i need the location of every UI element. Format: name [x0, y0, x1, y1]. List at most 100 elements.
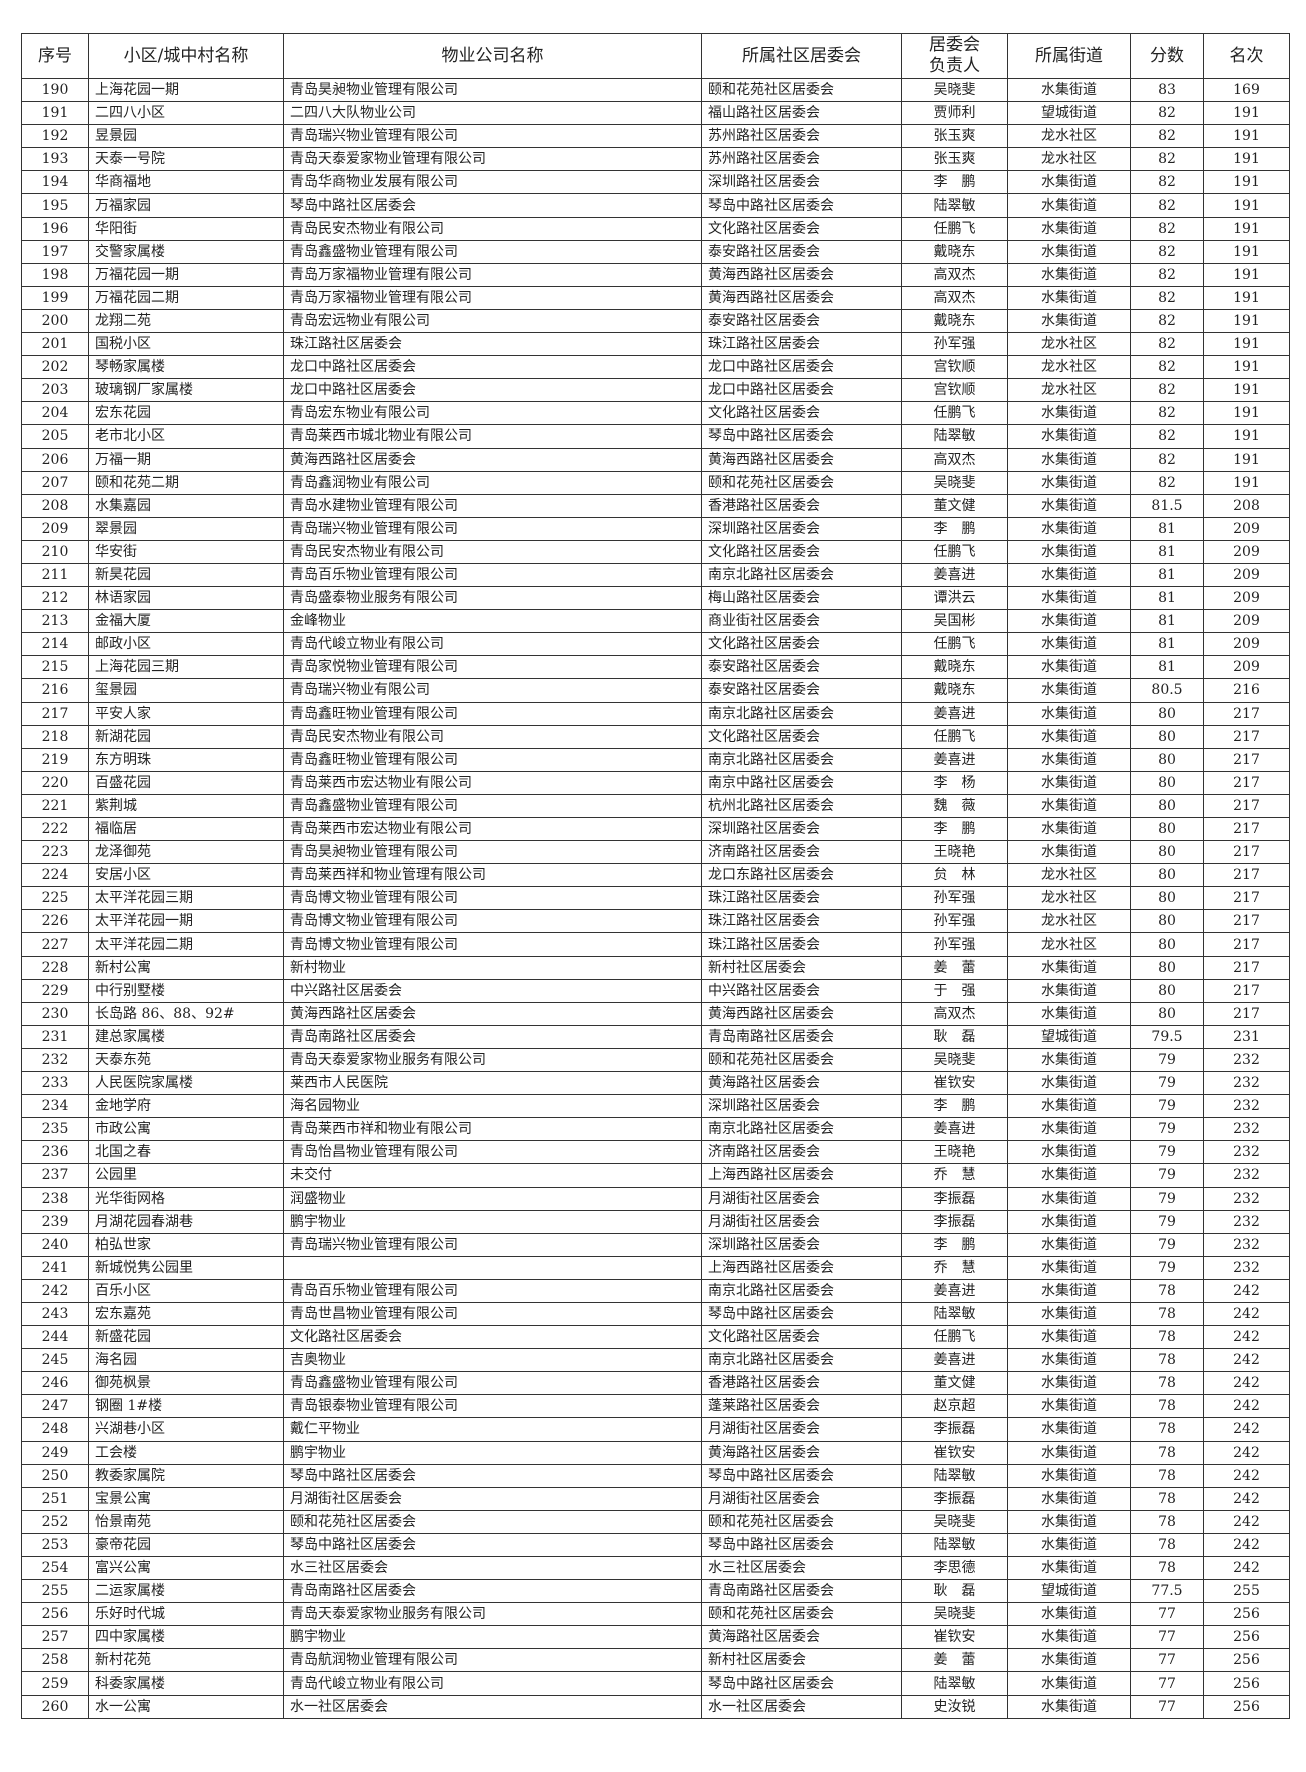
- committee-leader-cell: 任鹏飞: [901, 216, 1008, 241]
- score-cell: 80: [1130, 816, 1204, 842]
- residents-committee-cell: 南京北路社区居委会: [701, 747, 902, 772]
- index-cell: 251: [21, 1486, 89, 1511]
- table-row: 219 东方明珠 青岛鑫旺物业管理有限公司 南京北路社区居委会 姜喜进 水集街道 80 217: [21, 747, 1290, 772]
- rank-cell: 209: [1203, 655, 1290, 680]
- rank-cell: 242: [1203, 1417, 1290, 1442]
- index-cell: 234: [21, 1094, 89, 1119]
- property-company-cell: 青岛代峻立物业有限公司: [283, 1671, 702, 1696]
- index-cell: 212: [21, 586, 89, 611]
- community-name-cell: 华阳街: [88, 216, 284, 241]
- score-cell: 80: [1130, 955, 1204, 980]
- committee-leader-cell: 陆翠敏: [901, 1532, 1008, 1558]
- street-cell: 水集街道: [1007, 1509, 1131, 1534]
- score-cell: 79: [1130, 1232, 1204, 1257]
- street-cell: 水集街道: [1007, 539, 1131, 564]
- street-cell: 水集街道: [1007, 1555, 1131, 1581]
- rank-cell: 232: [1203, 1255, 1290, 1280]
- rank-cell: 191: [1203, 147, 1290, 172]
- index-cell: 190: [21, 77, 89, 103]
- residents-committee-cell: 香港路社区居委会: [701, 493, 902, 518]
- table-row: 237 公园里 未交付 上海西路社区居委会乔 慧水集街道 79 232: [21, 1163, 1290, 1188]
- committee-leader-cell: 贾师利: [901, 101, 1008, 126]
- rank-cell: 232: [1203, 1140, 1290, 1165]
- property-company-cell: 青岛怡昌物业管理有限公司: [283, 1140, 702, 1165]
- committee-leader-cell: 吴晓斐: [901, 1509, 1008, 1534]
- index-cell: 193: [21, 147, 89, 172]
- rank-cell: 191: [1203, 239, 1290, 264]
- committee-leader-cell: 高双杰: [901, 262, 1008, 287]
- index-cell: 243: [21, 1301, 89, 1327]
- street-cell: 水集街道: [1007, 1417, 1131, 1442]
- residents-committee-cell: 黄海路社区居委会: [701, 1440, 902, 1465]
- score-cell: 79: [1130, 1071, 1204, 1096]
- street-cell: 水集街道: [1007, 701, 1131, 726]
- street-cell: 水集街道: [1007, 1348, 1131, 1373]
- table-row: 230 长岛路 86、88、92# 黄海西路社区居委会 黄海西路社区居委会 高双杰 水集街…: [21, 1001, 1290, 1026]
- table-row: 210 华安街 青岛民安杰物业有限公司 文化路社区居委会 任鹏飞 水集街道 81 209: [21, 539, 1290, 564]
- score-cell: 78: [1130, 1394, 1204, 1419]
- committee-leader-cell: 孙军强: [901, 932, 1008, 957]
- score-cell: 79: [1130, 1094, 1204, 1119]
- community-name-cell: 二运家属楼: [88, 1579, 284, 1604]
- table-row: 202 琴畅家属楼 龙口中路社区居委会 龙口中路社区居委会 宫钦顺 龙水社区 82 191: [21, 355, 1290, 380]
- rank-cell: 217: [1203, 701, 1290, 726]
- committee-leader-cell: 董文健: [901, 1371, 1008, 1396]
- community-name-cell: 万福一期: [88, 447, 284, 472]
- table-row: 212 林语家园 青岛盛泰物业服务有限公司 梅山路社区居委会 谭洪云 水集街道 81 209: [21, 586, 1290, 611]
- committee-leader-cell: 高双杰: [901, 1001, 1008, 1026]
- rank-cell: 191: [1203, 285, 1290, 310]
- rank-cell: 242: [1203, 1371, 1290, 1396]
- community-name-cell: 兴湖巷小区: [88, 1417, 284, 1442]
- community-name-cell: 宏东花园: [88, 401, 284, 426]
- index-cell: 210: [21, 539, 89, 564]
- street-cell: 水集街道: [1007, 216, 1131, 241]
- community-name-cell: 玻璃钢厂家属楼: [88, 378, 284, 403]
- residents-committee-cell: 南京北路社区居委会: [701, 701, 902, 726]
- index-cell: 239: [21, 1209, 89, 1234]
- table-row: 245 海名园 吉奥物业 南京北路社区居委会 姜喜进 水集街道 78 242: [21, 1348, 1290, 1373]
- score-cell: 78: [1130, 1417, 1204, 1442]
- street-cell: 龙水社区: [1007, 863, 1131, 888]
- table-row: 207 颐和花苑二期 青岛鑫润物业有限公司 颐和花苑社区居委会 吴晓斐 水集街道 82 191: [21, 470, 1290, 495]
- rank-cell: 232: [1203, 1163, 1290, 1188]
- rank-cell: 216: [1203, 678, 1290, 703]
- community-name-cell: 教委家属院: [88, 1463, 284, 1488]
- street-cell: 龙水社区: [1007, 909, 1131, 934]
- score-cell: 81: [1130, 609, 1204, 634]
- committee-leader-cell: 崔钦安: [901, 1625, 1008, 1650]
- rank-cell: 242: [1203, 1348, 1290, 1373]
- property-company-cell: 润盛物业: [283, 1186, 702, 1211]
- street-cell: 水集街道: [1007, 1301, 1131, 1327]
- committee-leader-cell: 李振磊: [901, 1186, 1008, 1211]
- rank-cell: 217: [1203, 909, 1290, 934]
- property-company-cell: 新村物业: [283, 955, 702, 980]
- table-row: 253 豪帝花园 琴岛中路社区居委会 琴岛中路社区居委会 陆翠敏 水集街道 78 242: [21, 1532, 1290, 1558]
- rank-cell: 255: [1203, 1579, 1290, 1604]
- community-name-cell: 安居小区: [88, 863, 284, 888]
- table-row: 247 钢圈 1#楼 青岛银泰物业管理有限公司 蓬莱路社区居委会 赵京超 水集街道 78 24…: [21, 1394, 1290, 1419]
- score-cell: 78: [1130, 1278, 1204, 1303]
- community-name-cell: 天泰东苑: [88, 1047, 284, 1073]
- street-cell: 水集街道: [1007, 1255, 1131, 1280]
- rank-cell: 217: [1203, 816, 1290, 842]
- index-cell: 191: [21, 101, 89, 126]
- property-company-cell: 青岛鑫盛物业管理有限公司: [283, 239, 702, 264]
- rank-cell: 232: [1203, 1186, 1290, 1211]
- rank-cell: 191: [1203, 170, 1290, 195]
- index-cell: 202: [21, 355, 89, 380]
- index-cell: 216: [21, 678, 89, 703]
- residents-committee-cell: 济南路社区居委会: [701, 1140, 902, 1165]
- property-company-cell: 金峰物业: [283, 609, 702, 634]
- score-cell: 80: [1130, 770, 1204, 795]
- rank-cell: 242: [1203, 1301, 1290, 1327]
- residents-committee-cell: 颐和花苑社区居委会: [701, 470, 902, 495]
- committee-leader-cell: 姜喜进: [901, 562, 1008, 588]
- index-cell: 221: [21, 793, 89, 819]
- index-cell: 254: [21, 1555, 89, 1581]
- rank-cell: 217: [1203, 955, 1290, 980]
- committee-leader-cell: 宫钦顺: [901, 378, 1008, 403]
- rank-cell: 209: [1203, 562, 1290, 588]
- header-leader-line-2: 负责人: [929, 56, 980, 76]
- street-cell: 水集街道: [1007, 955, 1131, 980]
- community-name-cell: 豪帝花园: [88, 1532, 284, 1558]
